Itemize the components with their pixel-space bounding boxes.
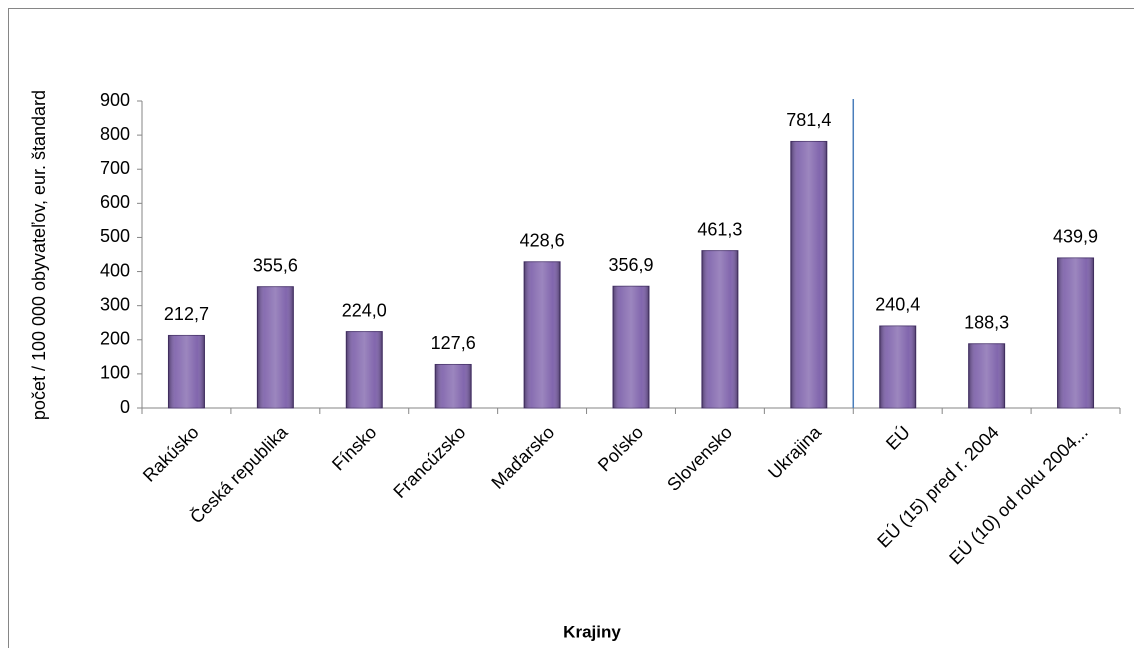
bar-shine [257,286,294,408]
y-tick-label: 100 [100,363,130,383]
data-label: 127,6 [431,333,476,353]
y-tick-label: 400 [100,260,130,280]
bar-shine [968,343,1005,408]
y-tick-label: 0 [120,397,130,417]
data-label: 356,9 [608,255,653,275]
chart-border [8,8,1134,648]
y-tick-label: 200 [100,329,130,349]
data-label: 224,0 [342,300,387,320]
bar-shine [879,325,916,408]
data-label: 240,4 [875,295,920,315]
data-label: 439,9 [1053,227,1098,247]
data-label: 428,6 [520,231,565,251]
data-label: 781,4 [786,110,831,130]
bar-shine [168,335,205,408]
bar-shine [613,286,649,408]
y-axis-title: počet / 100 000 obyvateľov, eur. štandar… [29,90,49,420]
bar-shine [1057,257,1094,408]
bar-shine [435,364,472,408]
y-tick-label: 800 [100,124,130,144]
x-axis-title: Krajiny [563,622,621,641]
bar-shine [790,141,827,408]
bar-shine [524,261,561,408]
data-label: 212,7 [164,304,209,324]
bar-shine [346,331,383,408]
data-label: 461,3 [697,219,742,239]
y-tick-label: 500 [100,226,130,246]
data-label: 188,3 [964,313,1009,333]
bar-shine [701,250,738,408]
data-label: 355,6 [253,255,298,275]
y-tick-label: 900 [100,90,130,110]
y-tick-label: 600 [100,192,130,212]
y-tick-label: 300 [100,294,130,314]
y-tick-label: 700 [100,158,130,178]
